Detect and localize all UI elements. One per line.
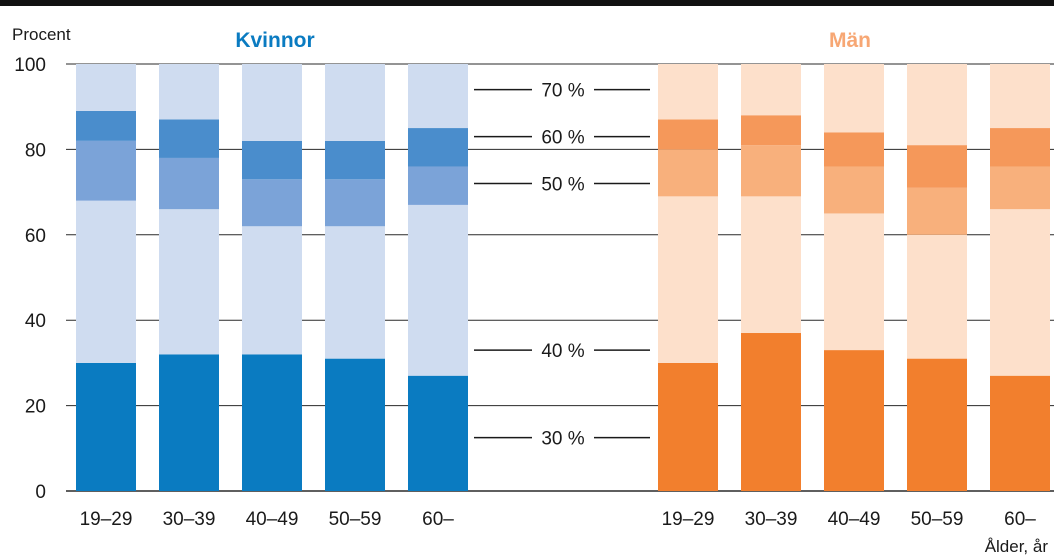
annotation-label: 40 % xyxy=(541,341,584,362)
bar-segment xyxy=(990,209,1050,376)
bar-segment xyxy=(658,119,718,150)
bar-segment xyxy=(741,145,801,197)
bar-segment xyxy=(325,358,385,491)
y-axis-ticks: 0 20 40 60 80 100 xyxy=(14,55,46,503)
x-axis-ticks: 19–29 30–39 40–49 50–59 60– 19–29 30–39 40–49 50… xyxy=(80,509,1037,530)
annotation-label: 50 % xyxy=(541,175,584,196)
bar-segment xyxy=(741,64,801,116)
x-tick-label: 60– xyxy=(422,509,454,530)
bar-segment xyxy=(325,64,385,141)
bar-segment xyxy=(242,354,302,491)
bar-segment xyxy=(658,362,718,491)
bar-segment xyxy=(408,204,468,376)
bar-segment xyxy=(76,140,136,201)
bar-segment xyxy=(907,64,967,146)
y-tick-label: 20 xyxy=(25,397,46,418)
x-tick-label: 50–59 xyxy=(911,509,964,530)
bar-segment xyxy=(408,375,468,491)
bar-segment xyxy=(408,128,468,167)
annotation-label: 70 % xyxy=(541,81,584,102)
bar-segment xyxy=(159,64,219,120)
bar-segment xyxy=(159,354,219,491)
x-tick-label: 30–39 xyxy=(745,509,798,530)
bar-segment xyxy=(159,157,219,210)
bar-segment xyxy=(907,234,967,359)
bar-segment xyxy=(408,166,468,205)
x-tick-label: 30–39 xyxy=(163,509,216,530)
bar-segment xyxy=(907,187,967,235)
top-rule xyxy=(0,0,1054,6)
bar-segment xyxy=(76,64,136,111)
y-tick-label: 80 xyxy=(25,140,46,161)
bar-segment xyxy=(824,64,884,133)
annotations-group: 70 % 60 % 50 % 40 % 30 % xyxy=(474,81,650,450)
x-tick-label: 19–29 xyxy=(662,509,715,530)
bar-segment xyxy=(824,132,884,167)
bar-segment xyxy=(741,333,801,491)
bar-segment xyxy=(990,128,1050,167)
bar-segment xyxy=(325,179,385,227)
bar-segment xyxy=(159,209,219,355)
y-tick-label: 40 xyxy=(25,311,46,332)
bar-segment xyxy=(242,179,302,227)
bar-segment xyxy=(159,119,219,158)
bar-segment xyxy=(990,375,1050,491)
bar-segment xyxy=(741,115,801,146)
panel-title-kvinnor: Kvinnor xyxy=(235,29,314,52)
annotation-label: 60 % xyxy=(541,128,584,149)
bar-segment xyxy=(658,196,718,363)
panel-title-man: Män xyxy=(829,29,871,52)
bar-segment xyxy=(658,149,718,197)
bar-segment xyxy=(990,166,1050,210)
y-axis-label: Procent xyxy=(12,25,71,44)
bar-segment xyxy=(408,64,468,129)
x-tick-label: 60– xyxy=(1004,509,1036,530)
bar-segment xyxy=(907,358,967,491)
bar-segment xyxy=(741,196,801,334)
bar-segment xyxy=(242,226,302,355)
bar-segment xyxy=(242,140,302,180)
bar-segment xyxy=(658,64,718,120)
bar-segment xyxy=(76,362,136,491)
bar-segment xyxy=(242,64,302,141)
bar-segment xyxy=(325,140,385,180)
y-tick-label: 0 xyxy=(35,482,46,503)
bars-group xyxy=(76,64,1050,491)
x-tick-label: 19–29 xyxy=(80,509,133,530)
bar-segment xyxy=(907,145,967,188)
x-tick-label: 50–59 xyxy=(329,509,382,530)
x-tick-label: 40–49 xyxy=(246,509,299,530)
bar-segment xyxy=(325,226,385,359)
bar-segment xyxy=(824,350,884,491)
annotation-label: 30 % xyxy=(541,429,584,450)
bar-segment xyxy=(824,166,884,214)
bar-segment xyxy=(76,200,136,363)
bar-segment xyxy=(76,110,136,141)
gridlines xyxy=(66,63,1054,492)
x-axis-label: Ålder, år xyxy=(985,537,1049,556)
bar-segment xyxy=(824,213,884,351)
x-tick-label: 40–49 xyxy=(828,509,881,530)
y-tick-label: 100 xyxy=(14,55,46,76)
y-tick-label: 60 xyxy=(25,226,46,247)
bar-segment xyxy=(990,64,1050,129)
